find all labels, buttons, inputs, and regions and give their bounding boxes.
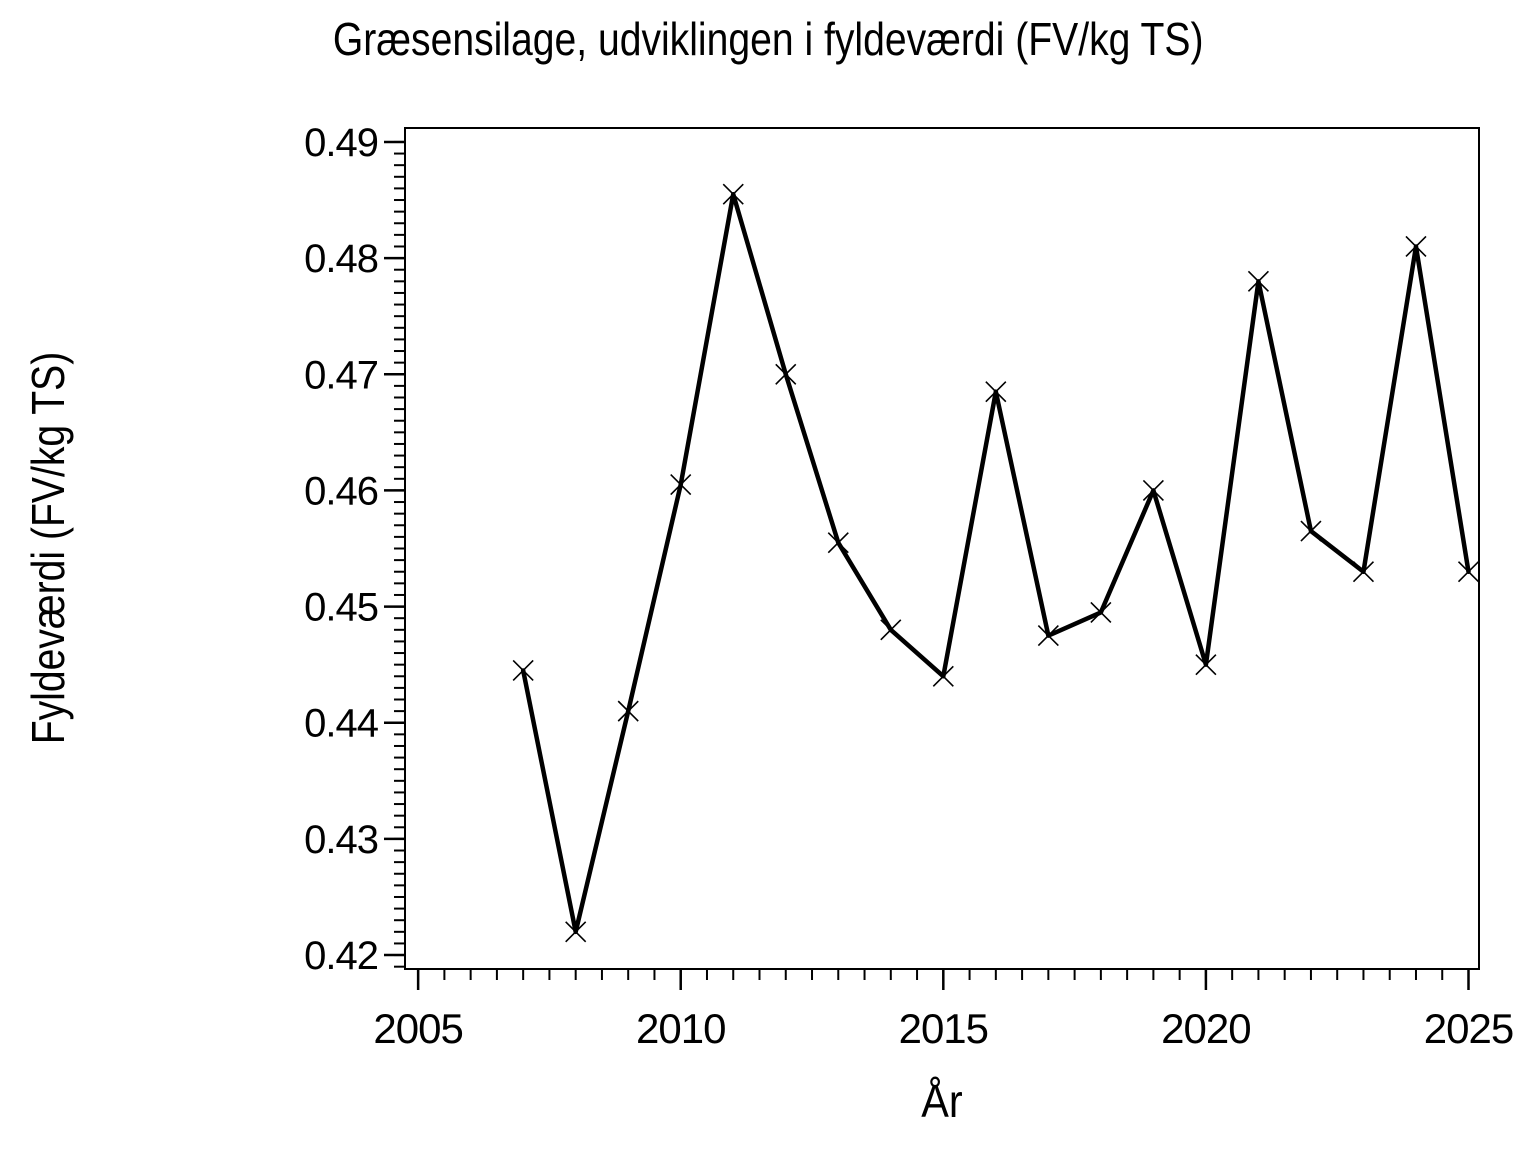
chart-title: Græsensilage, udviklingen i fyldeværdi (… <box>332 13 1204 65</box>
x-axis-title-wrap: År <box>405 1078 1479 1124</box>
data-point-marker <box>670 474 692 496</box>
data-point-marker <box>1037 625 1059 647</box>
x-tick-label: 2020 <box>1161 1005 1250 1052</box>
data-point-marker <box>932 665 954 687</box>
data-point-marker <box>1090 601 1112 623</box>
x-tick-label: 2025 <box>1424 1005 1513 1052</box>
data-point-marker <box>1300 520 1322 542</box>
y-tick-label: 0.46 <box>304 469 378 513</box>
data-point-marker <box>880 619 902 641</box>
data-point-marker <box>1352 561 1375 583</box>
y-tick-label: 0.45 <box>304 586 378 630</box>
data-point-marker <box>1457 561 1480 583</box>
data-point-marker <box>617 700 639 722</box>
x-axis-title: År <box>921 1075 963 1127</box>
y-tick-label: 0.49 <box>304 121 378 165</box>
y-tick-label: 0.48 <box>304 237 378 281</box>
data-point-marker <box>512 659 534 682</box>
data-point-marker <box>722 183 744 205</box>
data-point-marker <box>775 363 797 385</box>
data-point-marker <box>985 381 1007 403</box>
x-tick-label: 2015 <box>899 1005 988 1052</box>
data-point-marker <box>1405 235 1427 258</box>
chart-title-row: Græsensilage, udviklingen i fyldeværdi (… <box>0 16 1536 62</box>
y-tick-label: 0.43 <box>304 818 378 862</box>
data-point-marker <box>1142 479 1164 501</box>
plot-frame <box>404 127 1480 970</box>
data-point-marker <box>827 532 849 554</box>
x-tick-label: 2005 <box>373 1005 462 1052</box>
y-tick-label: 0.47 <box>304 353 378 397</box>
data-point-marker <box>565 921 587 943</box>
data-point-marker <box>1195 654 1217 676</box>
data-point-marker <box>1247 270 1269 292</box>
data-line <box>520 191 1471 935</box>
x-tick-label: 2010 <box>636 1005 725 1052</box>
y-tick-label: 0.44 <box>304 702 379 746</box>
y-tick-label: 0.42 <box>304 934 378 978</box>
